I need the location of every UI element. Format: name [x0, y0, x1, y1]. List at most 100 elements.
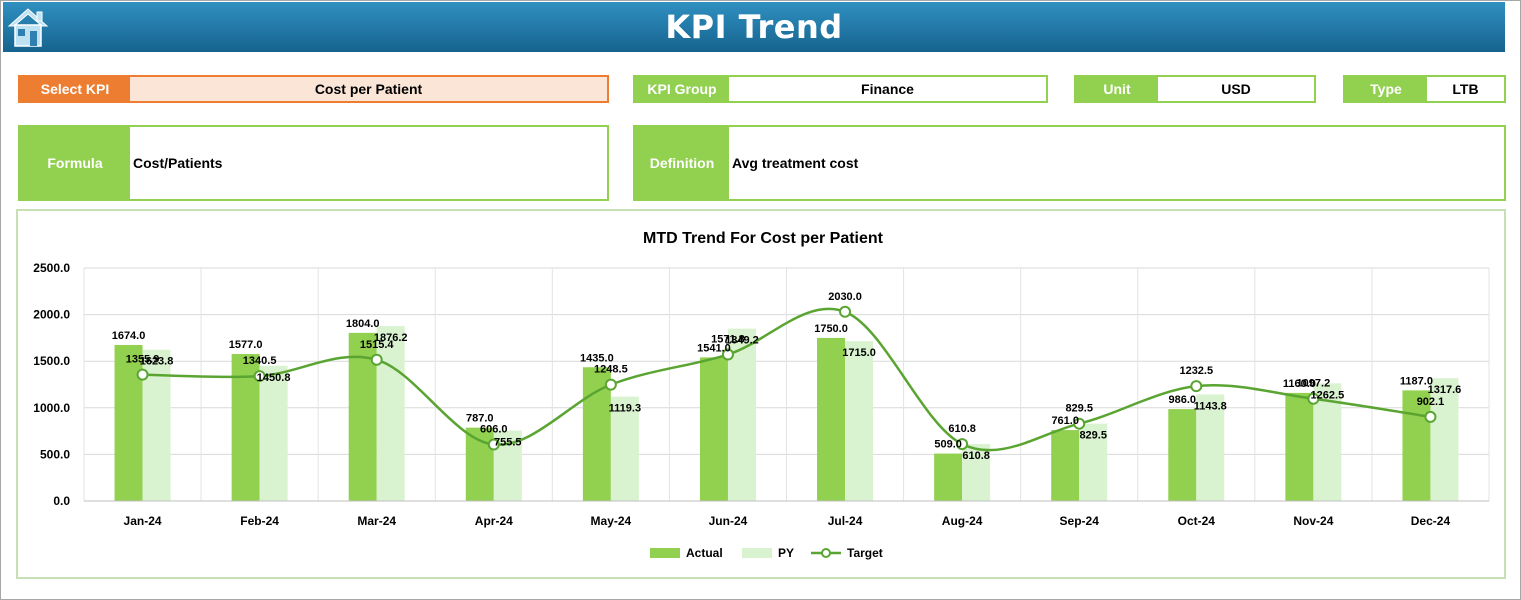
chart-title: MTD Trend For Cost per Patient	[643, 230, 884, 247]
data-label-actual: 1577.0	[229, 339, 263, 351]
definition-field: Definition Avg treatment cost	[633, 125, 1506, 201]
data-label-py: 1262.5	[1311, 389, 1345, 401]
header-bar: KPI Trend	[3, 2, 1505, 52]
data-label-py: 1143.8	[1194, 400, 1227, 412]
data-label-actual: 1674.0	[112, 330, 146, 342]
bar-py	[1430, 378, 1459, 501]
select-kpi-dropdown[interactable]: Cost per Patient	[130, 77, 607, 101]
data-label-target: 902.1	[1417, 396, 1445, 408]
trend-chart: MTD Trend For Cost per Patient 1674.0 162…	[33, 230, 1490, 560]
target-point	[136, 368, 149, 381]
bar-actual	[465, 427, 494, 501]
x-tick-label: Aug-24	[942, 514, 983, 528]
data-label-actual: 509.0	[934, 439, 962, 451]
target-point	[370, 353, 383, 366]
bar-py	[376, 326, 405, 501]
home-icon	[7, 8, 49, 47]
data-label-py: 1715.0	[842, 347, 876, 359]
data-label-py: 1119.3	[609, 403, 641, 415]
target-point	[604, 378, 617, 391]
bar-actual	[934, 453, 963, 501]
data-label-py: 1317.6	[1428, 384, 1462, 396]
target-point	[1307, 392, 1320, 405]
data-label-target: 2030.0	[828, 291, 862, 303]
home-button[interactable]	[6, 6, 50, 48]
x-tick-label: Apr-24	[475, 514, 513, 528]
y-tick-label: 0.0	[53, 494, 70, 508]
data-label-actual: 1160.0	[1283, 378, 1316, 390]
legend-swatch	[650, 548, 680, 558]
bar-actual	[114, 344, 143, 501]
target-point	[1424, 410, 1437, 423]
x-tick-label: Mar-24	[357, 514, 396, 528]
data-label-actual: 1435.0	[580, 352, 614, 364]
data-label-target: 1232.5	[1179, 365, 1213, 377]
data-label-actual: 1750.0	[814, 323, 848, 335]
target-point	[1190, 380, 1203, 393]
chart-panel: MTD Trend For Cost per Patient 1674.0 162…	[16, 209, 1506, 579]
y-tick-label: 500.0	[40, 447, 70, 461]
bar-py	[962, 444, 991, 501]
bar-actual	[1402, 390, 1431, 501]
data-label-target: 1340.5	[243, 355, 277, 367]
legend-label: Target	[847, 546, 883, 560]
legend-swatch	[742, 548, 772, 558]
x-tick-label: Oct-24	[1178, 514, 1216, 528]
kpi-group-label: KPI Group	[635, 77, 729, 101]
data-label-py: 1876.2	[374, 332, 408, 344]
target-point	[721, 348, 734, 361]
y-tick-label: 2000.0	[33, 308, 70, 322]
data-label-target: 1248.5	[594, 364, 628, 376]
x-tick-label: Dec-24	[1411, 514, 1451, 528]
data-label-target: 1097.2	[1297, 378, 1331, 390]
x-tick-label: Feb-24	[240, 514, 279, 528]
bar-py	[1196, 394, 1225, 501]
x-tick-label: Jan-24	[124, 514, 162, 528]
x-tick-label: Sep-24	[1060, 514, 1100, 528]
type-label: Type	[1345, 77, 1427, 101]
data-label-py: 755.5	[494, 437, 522, 449]
data-label-py: 610.8	[962, 450, 990, 462]
bar-actual	[1168, 409, 1197, 501]
target-point	[956, 438, 969, 451]
formula-field: Formula Cost/Patients	[18, 125, 609, 201]
y-tick-label: 1000.0	[33, 401, 70, 415]
chart-legend: Actual PY Target	[650, 546, 883, 560]
unit-value: USD	[1221, 81, 1251, 97]
definition-value: Avg treatment cost	[732, 155, 859, 171]
bar-py	[845, 341, 874, 501]
data-label-target: 606.0	[480, 424, 508, 436]
type-value: LTB	[1452, 81, 1479, 97]
unit-label: Unit	[1076, 77, 1158, 101]
unit-field: Unit USD	[1074, 75, 1316, 103]
data-label-actual: 986.0	[1169, 394, 1197, 406]
data-label-actual: 761.0	[1051, 415, 1079, 427]
formula-label: Formula	[20, 127, 130, 199]
select-kpi-label: Select KPI	[20, 77, 130, 101]
x-tick-label: Nov-24	[1293, 514, 1333, 528]
target-point	[487, 438, 500, 451]
data-label-target: 829.5	[1065, 403, 1093, 415]
bar-actual	[582, 367, 611, 501]
data-label-py: 1623.8	[140, 356, 174, 368]
x-tick-label: Jul-24	[828, 514, 863, 528]
page-title: KPI Trend	[665, 8, 843, 46]
y-tick-label: 2500.0	[33, 261, 70, 275]
bar-actual	[817, 337, 846, 501]
x-tick-label: May-24	[591, 514, 632, 528]
target-point	[1073, 417, 1086, 430]
data-label-actual: 1541.0	[697, 342, 731, 354]
definition-label: Definition	[635, 127, 729, 199]
data-label-py: 1849.2	[725, 335, 759, 347]
bar-actual	[1051, 430, 1080, 501]
data-label-actual: 1804.0	[346, 318, 380, 330]
data-label-py: 829.5	[1079, 430, 1107, 442]
type-field: Type LTB	[1343, 75, 1506, 103]
legend-label: PY	[778, 546, 794, 560]
data-label-target: 610.8	[948, 423, 976, 435]
data-label-actual: 787.0	[466, 413, 494, 425]
formula-value: Cost/Patients	[133, 155, 223, 171]
data-label-target: 1571.8	[711, 334, 745, 346]
bar-actual	[699, 357, 728, 501]
bar-py	[610, 396, 639, 501]
